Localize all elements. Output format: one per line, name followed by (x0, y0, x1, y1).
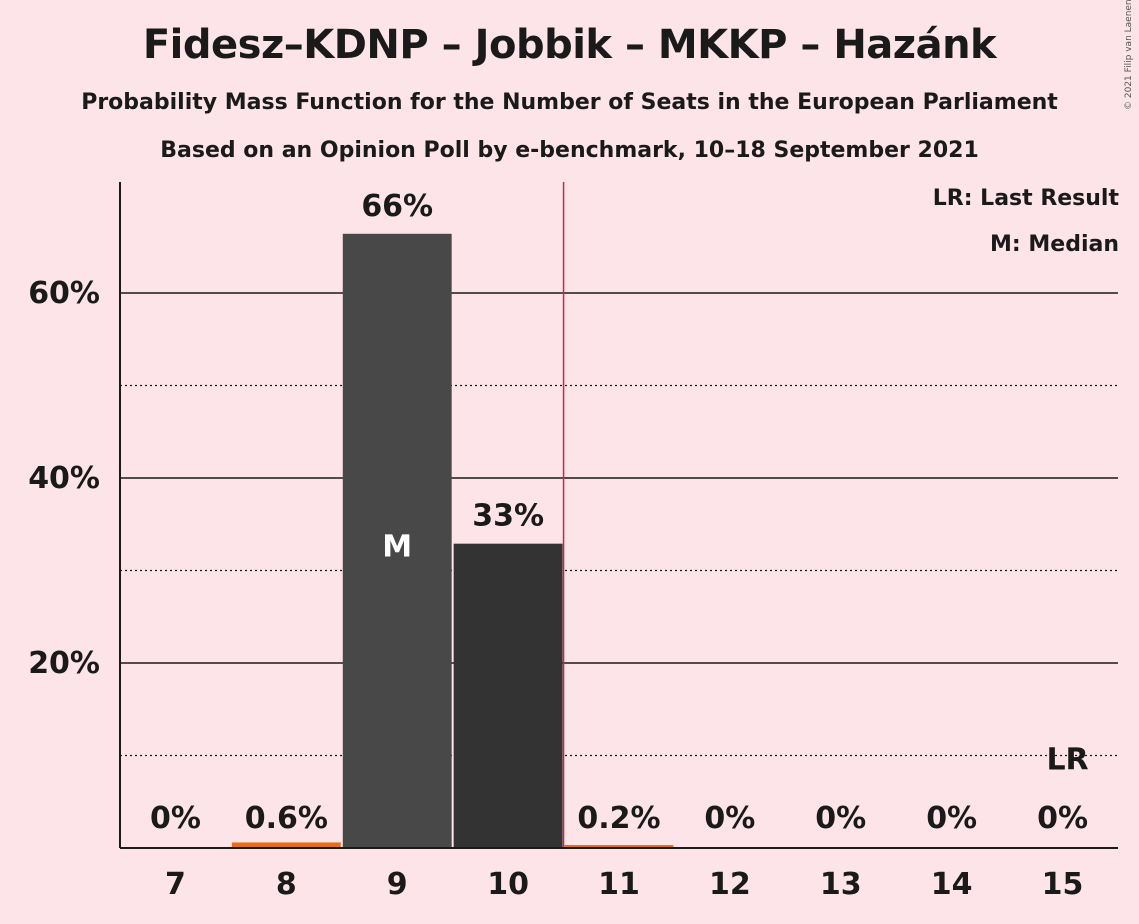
bar-value-label: 0% (1037, 801, 1088, 836)
x-tick-label: 7 (165, 867, 186, 902)
x-tick-label: 11 (598, 867, 640, 902)
bar-value-label: 33% (472, 499, 544, 534)
median-marker: M (382, 530, 412, 565)
y-tick-label: 60% (28, 276, 100, 311)
legend-median: M: Median (990, 232, 1119, 257)
x-tick-label: 13 (820, 867, 862, 902)
bar-seats-10 (453, 543, 563, 848)
bar-seats-8 (231, 842, 341, 848)
x-tick-label: 15 (1042, 867, 1084, 902)
bar-seats-11 (564, 845, 674, 848)
bar-value-label: 0% (704, 801, 755, 836)
bar-value-label: 66% (361, 189, 433, 224)
x-tick-label: 8 (276, 867, 297, 902)
legend-last-result: LR: Last Result (932, 186, 1119, 211)
chart-subtitle: Probability Mass Function for the Number… (81, 90, 1058, 115)
y-tick-label: 20% (28, 646, 100, 681)
x-tick-label: 12 (709, 867, 751, 902)
x-tick-label: 14 (931, 867, 973, 902)
y-tick-label: 40% (28, 461, 100, 496)
bar-seats-9 (342, 233, 452, 849)
bar-value-label: 0% (815, 801, 866, 836)
bar-value-label: 0.2% (577, 801, 660, 836)
x-tick-label: 9 (387, 867, 408, 902)
bar-value-label: 0% (150, 801, 201, 836)
chart-subtitle-source: Based on an Opinion Poll by e-benchmark,… (160, 138, 979, 163)
bar-value-label: 0% (926, 801, 977, 836)
x-tick-label: 10 (487, 867, 529, 902)
chart-title: Fidesz–KDNP – Jobbik – MKKP – Hazánk (142, 22, 997, 68)
last-result-marker: LR (1046, 743, 1088, 778)
bar-value-label: 0.6% (245, 801, 328, 836)
